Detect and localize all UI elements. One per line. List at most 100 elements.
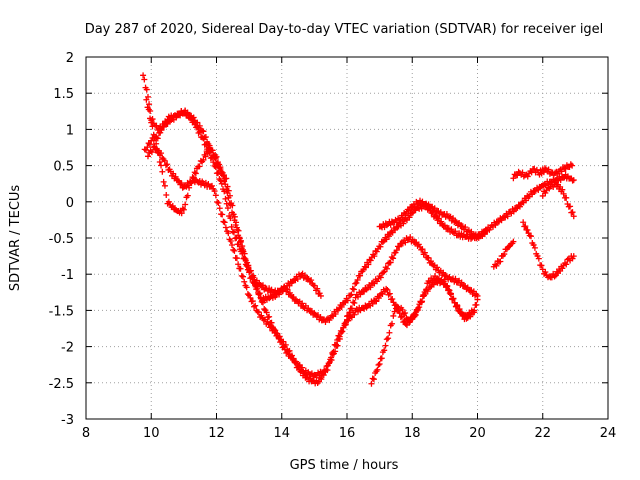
data-point bbox=[452, 303, 459, 310]
data-point bbox=[354, 276, 361, 283]
data-point bbox=[143, 146, 150, 153]
data-point bbox=[227, 215, 234, 222]
data-point bbox=[420, 291, 427, 298]
x-tick-label: 22 bbox=[534, 426, 551, 441]
y-tick-label: 2 bbox=[66, 51, 74, 66]
data-point bbox=[222, 224, 229, 231]
data-point bbox=[326, 317, 333, 324]
y-tick-label: 1.5 bbox=[53, 87, 74, 102]
data-point bbox=[467, 313, 474, 320]
data-point bbox=[326, 358, 333, 365]
data-point bbox=[286, 289, 293, 296]
data-point bbox=[214, 198, 221, 205]
data-point bbox=[351, 299, 358, 306]
data-point bbox=[145, 106, 152, 113]
y-tick-label: 0.5 bbox=[53, 160, 74, 175]
data-point bbox=[481, 231, 488, 238]
data-point bbox=[402, 320, 409, 327]
data-point bbox=[256, 290, 263, 297]
x-tick-label: 12 bbox=[208, 426, 225, 441]
data-point bbox=[244, 266, 251, 273]
data-point bbox=[247, 275, 254, 282]
data-point bbox=[401, 318, 408, 325]
data-point bbox=[412, 311, 419, 318]
data-point bbox=[238, 272, 245, 279]
data-point bbox=[450, 215, 457, 222]
data-point bbox=[390, 312, 397, 319]
data-point bbox=[447, 291, 454, 298]
data-point bbox=[255, 309, 262, 316]
x-tick-label: 10 bbox=[143, 426, 160, 441]
data-point bbox=[188, 179, 195, 186]
data-point bbox=[251, 303, 258, 310]
data-point bbox=[231, 247, 238, 254]
data-point bbox=[377, 274, 384, 281]
data-point bbox=[350, 286, 357, 293]
data-point bbox=[359, 287, 366, 294]
data-point bbox=[179, 110, 186, 117]
data-point bbox=[510, 208, 517, 215]
data-point bbox=[180, 206, 187, 213]
data-point bbox=[377, 243, 384, 250]
data-point bbox=[471, 309, 478, 316]
plot-frame bbox=[85, 56, 609, 420]
data-point bbox=[570, 213, 577, 220]
y-tick-label: 1 bbox=[66, 123, 74, 138]
data-point bbox=[361, 263, 368, 270]
data-point bbox=[434, 276, 441, 283]
data-point bbox=[389, 296, 396, 302]
data-point bbox=[192, 170, 199, 177]
data-point bbox=[228, 241, 235, 248]
data-point bbox=[458, 279, 465, 286]
data-point bbox=[388, 228, 395, 235]
data-point bbox=[161, 157, 168, 164]
data-point bbox=[456, 219, 463, 226]
data-point bbox=[470, 231, 477, 238]
data-point bbox=[226, 200, 233, 207]
data-point bbox=[235, 261, 242, 268]
y-tick-label: -1 bbox=[61, 268, 74, 283]
data-point bbox=[446, 287, 453, 294]
data-point bbox=[367, 257, 374, 264]
axis-ticks: 8 10 12 14 16 18 20 22 24-3-2.5-2-1.5-1-0.500.51… bbox=[49, 51, 617, 441]
y-tick-label: -0.5 bbox=[49, 232, 74, 247]
data-point bbox=[372, 297, 379, 304]
data-point bbox=[325, 360, 332, 367]
data-point bbox=[314, 285, 321, 292]
data-point bbox=[322, 319, 329, 326]
data-point bbox=[441, 222, 448, 229]
data-points bbox=[140, 72, 577, 387]
data-point bbox=[222, 181, 229, 188]
data-point bbox=[241, 278, 248, 285]
data-point bbox=[334, 337, 341, 344]
data-point bbox=[497, 258, 504, 265]
data-point bbox=[223, 186, 230, 193]
x-axis-label: GPS time / hours bbox=[290, 458, 399, 473]
data-point bbox=[217, 177, 224, 184]
data-point bbox=[563, 261, 570, 268]
data-point bbox=[230, 211, 237, 218]
data-point bbox=[369, 375, 376, 382]
data-point bbox=[230, 246, 237, 253]
data-point bbox=[563, 194, 570, 201]
data-point bbox=[292, 359, 299, 366]
data-point bbox=[178, 210, 185, 217]
data-point bbox=[186, 184, 193, 191]
data-point bbox=[318, 376, 325, 383]
data-point bbox=[369, 300, 376, 307]
data-point bbox=[463, 315, 470, 322]
data-point bbox=[202, 153, 209, 160]
data-point bbox=[252, 302, 259, 309]
data-point bbox=[330, 348, 337, 355]
data-point bbox=[510, 175, 517, 182]
data-point bbox=[221, 219, 228, 226]
data-point bbox=[158, 127, 165, 134]
data-point bbox=[510, 238, 517, 245]
data-point bbox=[146, 141, 153, 148]
data-point bbox=[438, 218, 445, 225]
data-point bbox=[422, 287, 429, 294]
data-point bbox=[419, 298, 426, 305]
data-point bbox=[154, 147, 161, 154]
series-track-5 bbox=[368, 273, 481, 387]
data-point bbox=[432, 273, 439, 280]
